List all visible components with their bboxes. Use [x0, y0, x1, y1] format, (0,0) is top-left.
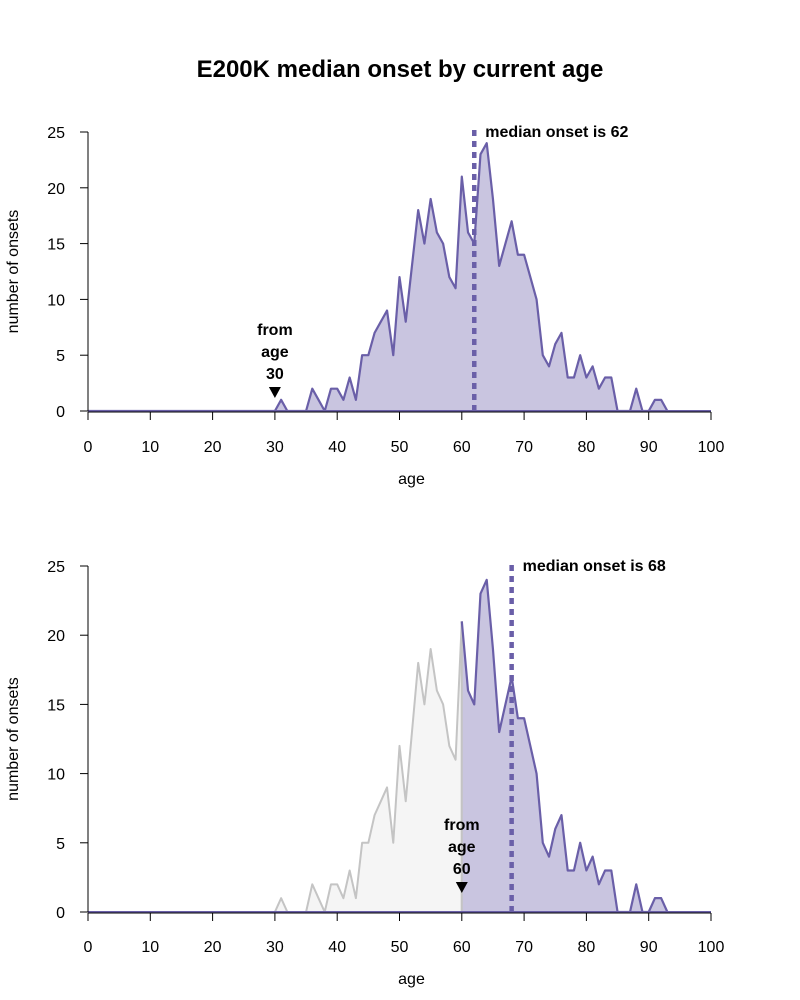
x-tick-label: 60: [453, 939, 471, 956]
onset-area: [88, 143, 668, 411]
x-tick-label: 50: [391, 939, 409, 956]
x-tick-label: 10: [141, 939, 159, 956]
from-age-label: from: [444, 817, 480, 834]
chart-panel-2: median onset is 68 from age 60 0 5 10 15 20 25 num…: [5, 558, 724, 988]
x-tick-label: 40: [328, 439, 346, 456]
x-tick-label: 100: [698, 439, 725, 456]
onset-series-line: [460, 578, 669, 914]
x-tick-label: 90: [640, 939, 658, 956]
from-age-label: 60: [453, 861, 471, 878]
x-tick-label: 50: [391, 439, 409, 456]
chart-panel-1: median onset is 62 from age 30 0 5 10 15 20 25 num…: [5, 124, 724, 488]
y-tick-label: 10: [47, 767, 65, 784]
x-tick-label: 20: [204, 439, 222, 456]
median-label: median onset is 62: [485, 124, 628, 141]
y-tick-label: 20: [47, 181, 65, 198]
from-age-label: age: [261, 344, 289, 361]
from-age-marker: [268, 387, 281, 398]
y-tick-label: 15: [47, 697, 65, 714]
x-tick-label: 100: [698, 939, 725, 956]
page-title: E200K median onset by current age: [196, 56, 604, 83]
from-age-label: 30: [266, 366, 284, 383]
y-tick-label: 0: [56, 905, 65, 922]
x-axis-title: age: [398, 971, 425, 988]
x-tick-label: 20: [204, 939, 222, 956]
y-tick-label: 0: [56, 404, 65, 421]
x-tick-label: 30: [266, 439, 284, 456]
x-tick-label: 0: [84, 939, 93, 956]
y-tick-label: 25: [47, 559, 65, 576]
from-age-marker: [455, 882, 468, 893]
x-tick-label: 30: [266, 939, 284, 956]
x-tick-label: 80: [578, 439, 596, 456]
y-axis-title: number of onsets: [5, 210, 22, 334]
y-tick-label: 25: [47, 125, 65, 142]
onset-area: [461, 579, 668, 912]
x-tick-label: 80: [578, 939, 596, 956]
x-tick-label: 70: [515, 939, 533, 956]
x-tick-label: 0: [84, 439, 93, 456]
y-tick-label: 10: [47, 292, 65, 309]
y-tick-label: 5: [56, 348, 65, 365]
x-tick-label: 70: [515, 439, 533, 456]
y-tick-label: 20: [47, 628, 65, 645]
median-label: median onset is 68: [523, 558, 666, 575]
x-tick-label: 40: [328, 939, 346, 956]
x-tick-label: 60: [453, 439, 471, 456]
x-tick-label: 90: [640, 439, 658, 456]
excluded-area: [88, 621, 462, 912]
from-age-label: age: [448, 839, 476, 856]
from-age-label: from: [257, 322, 293, 339]
x-axis-title: age: [398, 471, 425, 488]
y-axis-title: number of onsets: [5, 677, 22, 801]
x-tick-label: 10: [141, 439, 159, 456]
y-tick-label: 5: [56, 836, 65, 853]
y-tick-label: 15: [47, 237, 65, 254]
